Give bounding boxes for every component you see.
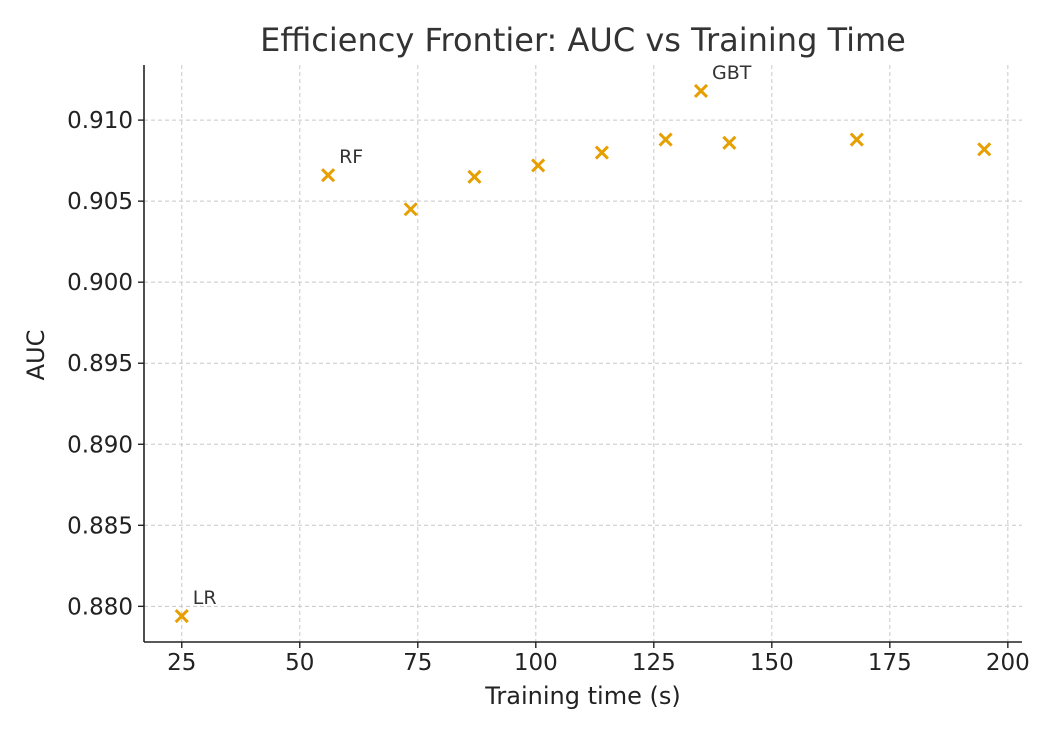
- scatter-points: LR RF GBT: [174, 62, 992, 624]
- point-annotation: RF: [339, 146, 363, 168]
- y-tick-label: 0.890: [67, 432, 133, 458]
- y-tick-label: 0.895: [67, 351, 133, 377]
- y-axis-ticks: 0.880 0.885 0.890 0.895 0.900 0.905 0.910: [67, 108, 144, 620]
- grid-lines: [144, 65, 1022, 642]
- scatter-point: [403, 202, 418, 217]
- axes: [143, 65, 1022, 643]
- chart-title: Efficiency Frontier: AUC vs Training Tim…: [260, 21, 906, 59]
- point-annotation: LR: [193, 587, 217, 609]
- x-tick-label: 125: [632, 650, 676, 676]
- y-tick-label: 0.900: [67, 270, 133, 296]
- y-tick-label: 0.885: [67, 513, 133, 539]
- scatter-point: [467, 169, 482, 184]
- y-tick-label: 0.905: [67, 189, 133, 215]
- x-axis-label: Training time (s): [484, 682, 680, 710]
- x-tick-label: 50: [285, 650, 314, 676]
- x-tick-label: 25: [167, 650, 196, 676]
- scatter-point: [174, 609, 189, 624]
- scatter-point: [977, 142, 992, 157]
- x-tick-label: 175: [868, 650, 912, 676]
- x-tick-label: 100: [514, 650, 558, 676]
- scatter-point: [531, 158, 546, 173]
- x-axis-ticks: 25 50 75 100 125 150 175 200: [167, 642, 1030, 676]
- scatter-point: [722, 135, 737, 150]
- y-tick-label: 0.880: [67, 594, 133, 620]
- scatter-point: [321, 168, 336, 183]
- point-annotation: GBT: [712, 62, 752, 84]
- y-axis-label: AUC: [22, 330, 50, 381]
- y-tick-label: 0.910: [67, 108, 133, 134]
- x-tick-label: 150: [750, 650, 794, 676]
- x-tick-label: 200: [986, 650, 1030, 676]
- x-tick-label: 75: [403, 650, 432, 676]
- scatter-point: [849, 132, 864, 147]
- scatter-point: [594, 145, 609, 160]
- scatter-point: [693, 83, 709, 98]
- scatter-point: [658, 132, 673, 147]
